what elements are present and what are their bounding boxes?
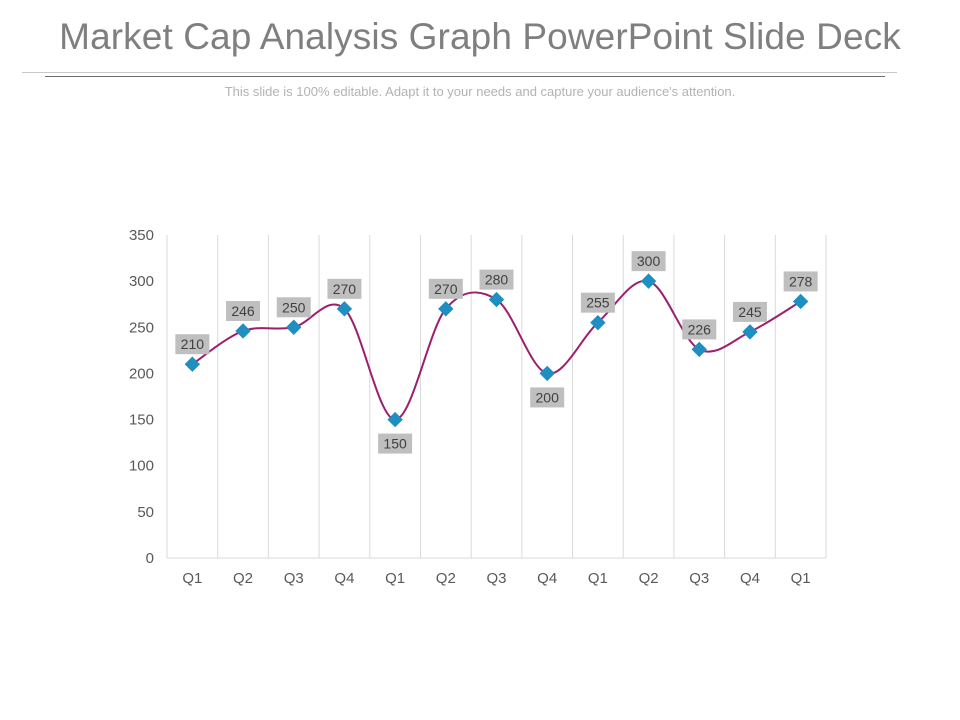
data-label: 255	[586, 295, 610, 311]
x-tick-label: Q3	[486, 570, 506, 587]
data-label: 270	[434, 281, 458, 297]
x-tick-label: Q4	[537, 570, 557, 587]
data-label: 280	[485, 272, 509, 288]
data-point-marker	[539, 365, 555, 382]
data-point-marker	[387, 411, 403, 428]
data-label-box	[175, 334, 210, 355]
y-tick-label: 300	[129, 273, 154, 290]
x-tick-label: Q2	[233, 570, 253, 587]
slide-title: Market Cap Analysis Graph PowerPoint Sli…	[59, 16, 901, 57]
data-label: 150	[383, 436, 407, 452]
data-point-marker	[336, 301, 353, 317]
data-label: 250	[282, 299, 306, 315]
data-label-box	[226, 300, 261, 321]
data-label: 226	[688, 321, 712, 337]
x-tick-label: Q1	[182, 570, 202, 587]
data-label-box	[783, 271, 818, 292]
data-label-box	[530, 387, 565, 408]
y-tick-label: 0	[146, 550, 154, 567]
data-point-marker	[488, 291, 505, 308]
data-point-marker	[691, 341, 707, 358]
data-label-box	[479, 269, 514, 290]
x-tick-label: Q1	[791, 570, 811, 587]
data-point-marker	[184, 356, 201, 372]
data-label: 200	[536, 389, 560, 405]
x-tick-label: Q3	[284, 570, 304, 587]
title-divider-dark	[45, 76, 885, 77]
x-tick-label: Q2	[639, 570, 659, 587]
data-label-box	[428, 278, 463, 299]
data-label-box	[732, 301, 767, 322]
data-point-marker	[438, 301, 454, 317]
data-label-box	[276, 297, 311, 318]
y-tick-label: 200	[129, 365, 154, 382]
x-tick-label: Q1	[588, 570, 608, 587]
data-label: 210	[181, 336, 205, 352]
y-tick-label: 350	[129, 227, 154, 244]
x-tick-label: Q4	[334, 570, 354, 587]
data-point-marker	[590, 314, 606, 331]
data-point-marker	[235, 323, 251, 339]
y-tick-label: 250	[129, 319, 154, 336]
data-label-box	[631, 251, 666, 272]
data-label: 246	[231, 303, 255, 319]
data-label: 245	[738, 304, 762, 320]
data-point-marker	[286, 319, 302, 335]
data-label: 300	[637, 253, 661, 269]
data-label-box	[378, 433, 413, 454]
data-label-box	[682, 319, 717, 340]
data-point-marker	[742, 324, 758, 340]
title-divider-light	[22, 72, 897, 73]
data-point-marker	[792, 293, 809, 310]
data-label-box	[580, 292, 615, 313]
x-tick-label: Q3	[689, 570, 709, 587]
data-label: 278	[789, 273, 813, 289]
x-tick-label: Q2	[436, 570, 456, 587]
slide-subtitle: This slide is 100% editable. Adapt it to…	[224, 84, 736, 99]
x-tick-label: Q4	[740, 570, 760, 587]
data-point-marker	[640, 273, 657, 289]
data-label-box	[327, 278, 362, 299]
y-tick-label: 50	[137, 504, 154, 521]
data-label: 270	[333, 281, 357, 297]
y-tick-label: 100	[129, 458, 154, 475]
x-tick-label: Q1	[385, 570, 405, 587]
y-tick-label: 150	[129, 412, 154, 429]
